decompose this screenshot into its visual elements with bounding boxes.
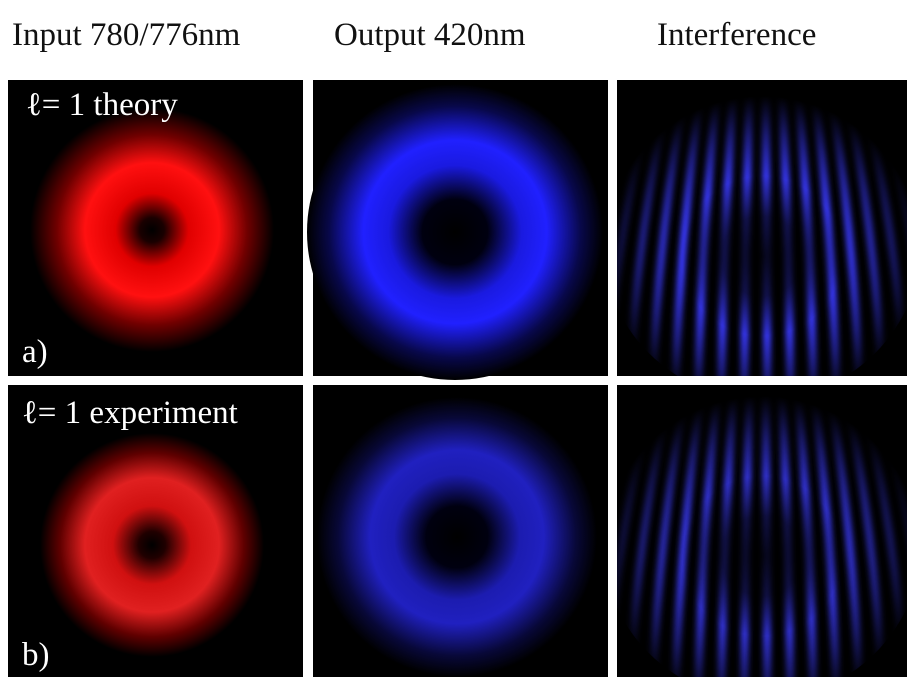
panel-label: ℓ= 1 experiment	[22, 395, 238, 431]
page: {"headers": ["Input 780/776nm", "Output …	[0, 0, 909, 677]
panel-tag: a)	[22, 334, 48, 370]
figure: Input 780/776nm Output 420nm Interferenc…	[0, 0, 909, 677]
beam-output	[317, 397, 597, 677]
beam-output	[307, 84, 603, 380]
beam-input	[40, 433, 264, 657]
fringe	[766, 80, 768, 380]
column-header: Input 780/776nm	[12, 17, 241, 53]
fringe	[766, 385, 768, 677]
column-header: Interference	[657, 17, 816, 53]
panel-label: ℓ= 1 theory	[26, 87, 178, 123]
column-header: Output 420nm	[334, 17, 526, 53]
panel-tag: b)	[22, 637, 50, 673]
beam-input	[30, 108, 274, 352]
